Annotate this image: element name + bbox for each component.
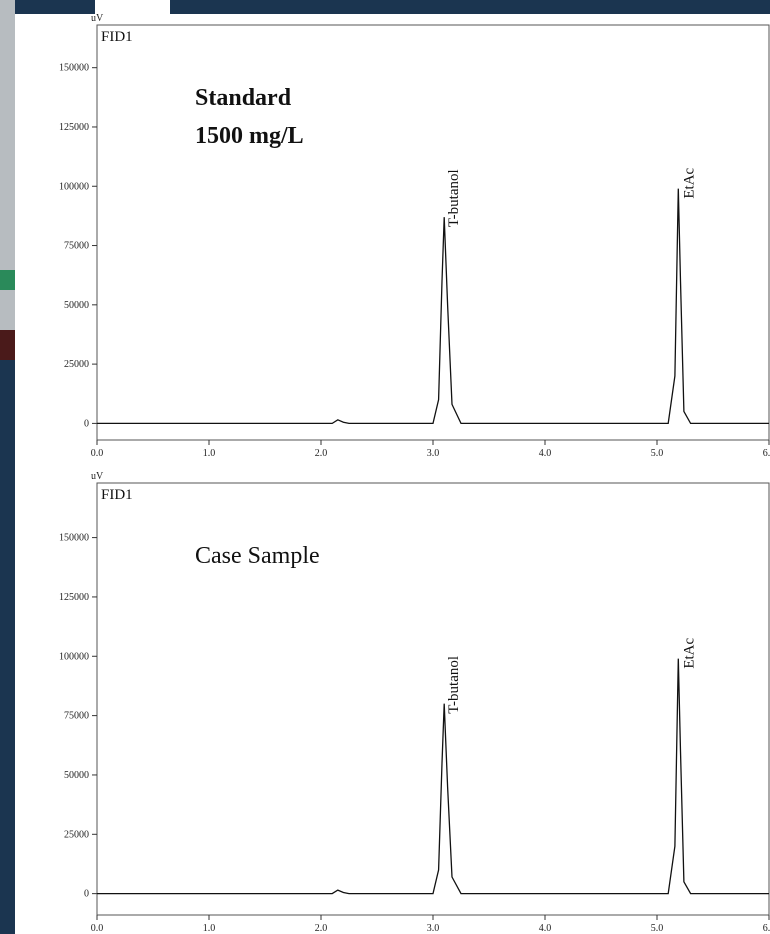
- x-tick-label: 6.0: [763, 923, 770, 934]
- y-tick-label: 100000: [59, 651, 89, 662]
- y-tick-label: 50000: [64, 300, 89, 311]
- x-tick-label: 0.0: [91, 923, 104, 934]
- y-tick-label: 100000: [59, 181, 89, 192]
- y-tick-label: 125000: [59, 122, 89, 133]
- peak-label: T-butanol: [446, 656, 462, 714]
- detector-label: FID1: [101, 487, 133, 503]
- top-backdrop: [170, 0, 770, 14]
- trace: [97, 188, 769, 425]
- photo-band-dark: [0, 330, 15, 360]
- x-tick-label: 3.0: [427, 448, 440, 459]
- x-tick-label: 1.0: [203, 448, 216, 459]
- sample-title: Standard: [195, 85, 292, 111]
- photo-band: [0, 270, 15, 290]
- x-tick-label: 1.0: [203, 923, 216, 934]
- y-tick-label: 150000: [59, 63, 89, 74]
- sample-title: Case Sample: [195, 543, 320, 569]
- peak-label: EtAc: [681, 167, 697, 198]
- peak-label: T-butanol: [446, 169, 462, 227]
- y-unit: uV: [91, 13, 104, 24]
- sample-title: 1500 mg/L: [195, 123, 304, 149]
- trace: [97, 658, 769, 895]
- panel: [15, 14, 770, 934]
- y-tick-label: 50000: [64, 770, 89, 781]
- y-tick-label: 25000: [64, 829, 89, 840]
- peak-label: EtAc: [681, 637, 697, 668]
- y-tick-label: 75000: [64, 241, 89, 252]
- x-tick-label: 3.0: [427, 923, 440, 934]
- x-tick-label: 2.0: [315, 448, 328, 459]
- detector-label: FID1: [101, 29, 133, 45]
- x-tick-label: 5.0: [651, 923, 664, 934]
- x-tick-label: 0.0: [91, 448, 104, 459]
- y-tick-label: 0: [84, 889, 89, 900]
- y-tick-label: 125000: [59, 592, 89, 603]
- photo-strip: [0, 0, 15, 360]
- x-tick-label: 5.0: [651, 448, 664, 459]
- y-unit: uV: [91, 471, 104, 482]
- y-tick-label: 0: [84, 418, 89, 429]
- y-tick-label: 75000: [64, 711, 89, 722]
- x-tick-label: 6.0: [763, 448, 770, 459]
- y-tick-label: 25000: [64, 359, 89, 370]
- x-tick-label: 4.0: [539, 923, 552, 934]
- x-tick-label: 4.0: [539, 448, 552, 459]
- x-tick-label: 2.0: [315, 923, 328, 934]
- y-tick-label: 150000: [59, 533, 89, 544]
